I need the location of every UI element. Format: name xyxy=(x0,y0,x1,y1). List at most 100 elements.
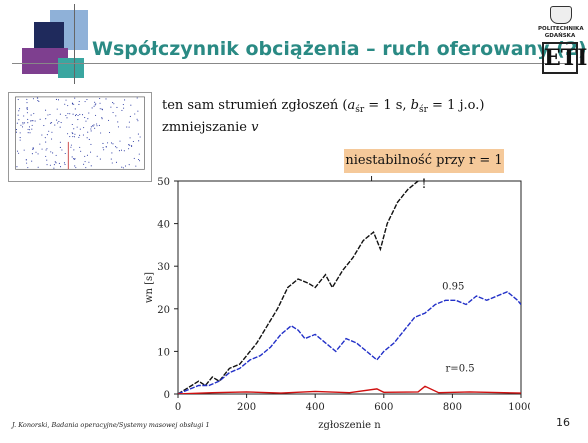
x-tick-label: 400 xyxy=(306,402,325,413)
thumb-point xyxy=(86,99,88,101)
thumb-point xyxy=(47,114,49,116)
logo-mark: ETI xyxy=(542,42,587,74)
university-logo: POLITECHNIKA GDAŃSKA ETI xyxy=(538,6,587,78)
thumb-point xyxy=(87,118,89,120)
thumb-point xyxy=(84,101,86,103)
thumb-point xyxy=(16,150,19,152)
thumb-point xyxy=(73,136,75,138)
thumb-point xyxy=(78,136,80,138)
thumb-point xyxy=(19,137,21,139)
series-label-2: r=0.5 xyxy=(446,363,475,374)
thumb-point xyxy=(70,144,72,146)
thumb-point xyxy=(120,149,122,151)
series-line-1 xyxy=(178,290,521,394)
thumb-point xyxy=(93,105,95,107)
crest-icon xyxy=(550,6,572,24)
thumb-point xyxy=(78,100,80,103)
thumb-point xyxy=(72,136,74,138)
thumb-point xyxy=(17,99,19,101)
thumb-point xyxy=(45,155,47,157)
thumb-point xyxy=(83,163,85,165)
thumb-point xyxy=(30,120,32,122)
thumb-point xyxy=(75,113,77,116)
thumb-point xyxy=(51,131,53,133)
thumb-point xyxy=(56,119,58,121)
thumb-point xyxy=(27,122,29,124)
thumb-point xyxy=(48,130,50,132)
thumb-point xyxy=(85,120,87,122)
thumb-point xyxy=(64,103,66,105)
thumb-point xyxy=(37,166,39,168)
series-line-0 xyxy=(178,181,419,394)
page-number: 16 xyxy=(556,416,570,429)
thumb-point xyxy=(137,120,139,122)
thumb-point xyxy=(137,110,139,112)
y-axis-label: wn [s] xyxy=(144,272,155,303)
thumb-point xyxy=(37,99,39,102)
thumb-point xyxy=(65,114,67,117)
thumb-point xyxy=(77,114,79,117)
thumb-point xyxy=(102,147,104,149)
decor-vertical-line xyxy=(74,4,75,84)
thumb-point xyxy=(35,151,37,153)
thumb-point xyxy=(128,144,130,146)
thumb-point xyxy=(26,102,28,104)
thumb-point xyxy=(138,140,140,142)
thumb-point xyxy=(45,141,47,143)
thumb-point xyxy=(73,103,75,105)
thumb-point xyxy=(133,157,135,159)
thumb-point xyxy=(51,138,53,140)
warning-callout: niestabilność przy r = 1 ! xyxy=(344,149,504,192)
thumb-point xyxy=(71,156,73,158)
thumb-point xyxy=(33,113,35,115)
thumb-point xyxy=(116,106,118,109)
thumb-point xyxy=(116,147,118,149)
thumb-point xyxy=(84,161,86,163)
thumb-point xyxy=(32,147,34,149)
thumb-point xyxy=(93,124,95,126)
x-tick-label: 200 xyxy=(237,402,256,413)
thumb-point xyxy=(39,143,41,145)
thumb-point xyxy=(32,148,34,150)
thumb-point xyxy=(65,99,67,101)
thumb-point xyxy=(73,149,75,151)
thumb-point xyxy=(77,119,79,121)
thumb-point xyxy=(87,131,89,133)
thumb-point xyxy=(115,161,118,163)
thumb-point xyxy=(90,126,92,128)
thumb-point xyxy=(110,142,113,144)
thumb-point xyxy=(72,103,74,105)
thumb-point xyxy=(46,148,48,150)
thumb-point xyxy=(79,128,81,130)
thumb-point xyxy=(74,165,76,167)
y-tick-label: 30 xyxy=(157,262,170,273)
thumb-point xyxy=(19,139,21,141)
thumb-point xyxy=(31,124,33,126)
slide-title: Współczynnik obciążenia – ruch oferowany… xyxy=(92,38,587,60)
thumb-point xyxy=(125,165,127,167)
thumb-point xyxy=(17,114,19,116)
thumb-point xyxy=(29,132,31,134)
thumb-point xyxy=(111,152,113,154)
thumb-point xyxy=(117,126,119,128)
thumb-point xyxy=(54,161,56,163)
thumb-point xyxy=(110,158,112,160)
thumb-point xyxy=(75,167,77,169)
thumb-point xyxy=(135,165,137,167)
thumb-point xyxy=(122,104,124,106)
thumb-point xyxy=(26,108,28,110)
thumb-point xyxy=(37,97,39,99)
thumb-point xyxy=(72,113,74,115)
thumb-point xyxy=(117,121,119,123)
thumb-point xyxy=(70,146,72,148)
thumb-point xyxy=(46,134,48,136)
thumb-point xyxy=(92,125,94,127)
thumb-point xyxy=(138,153,140,155)
thumb-point xyxy=(105,146,107,148)
thumb-point xyxy=(128,126,130,128)
thumb-point xyxy=(96,155,98,157)
thumb-point xyxy=(90,151,92,153)
thumb-point xyxy=(53,164,55,166)
thumb-point xyxy=(26,107,28,109)
